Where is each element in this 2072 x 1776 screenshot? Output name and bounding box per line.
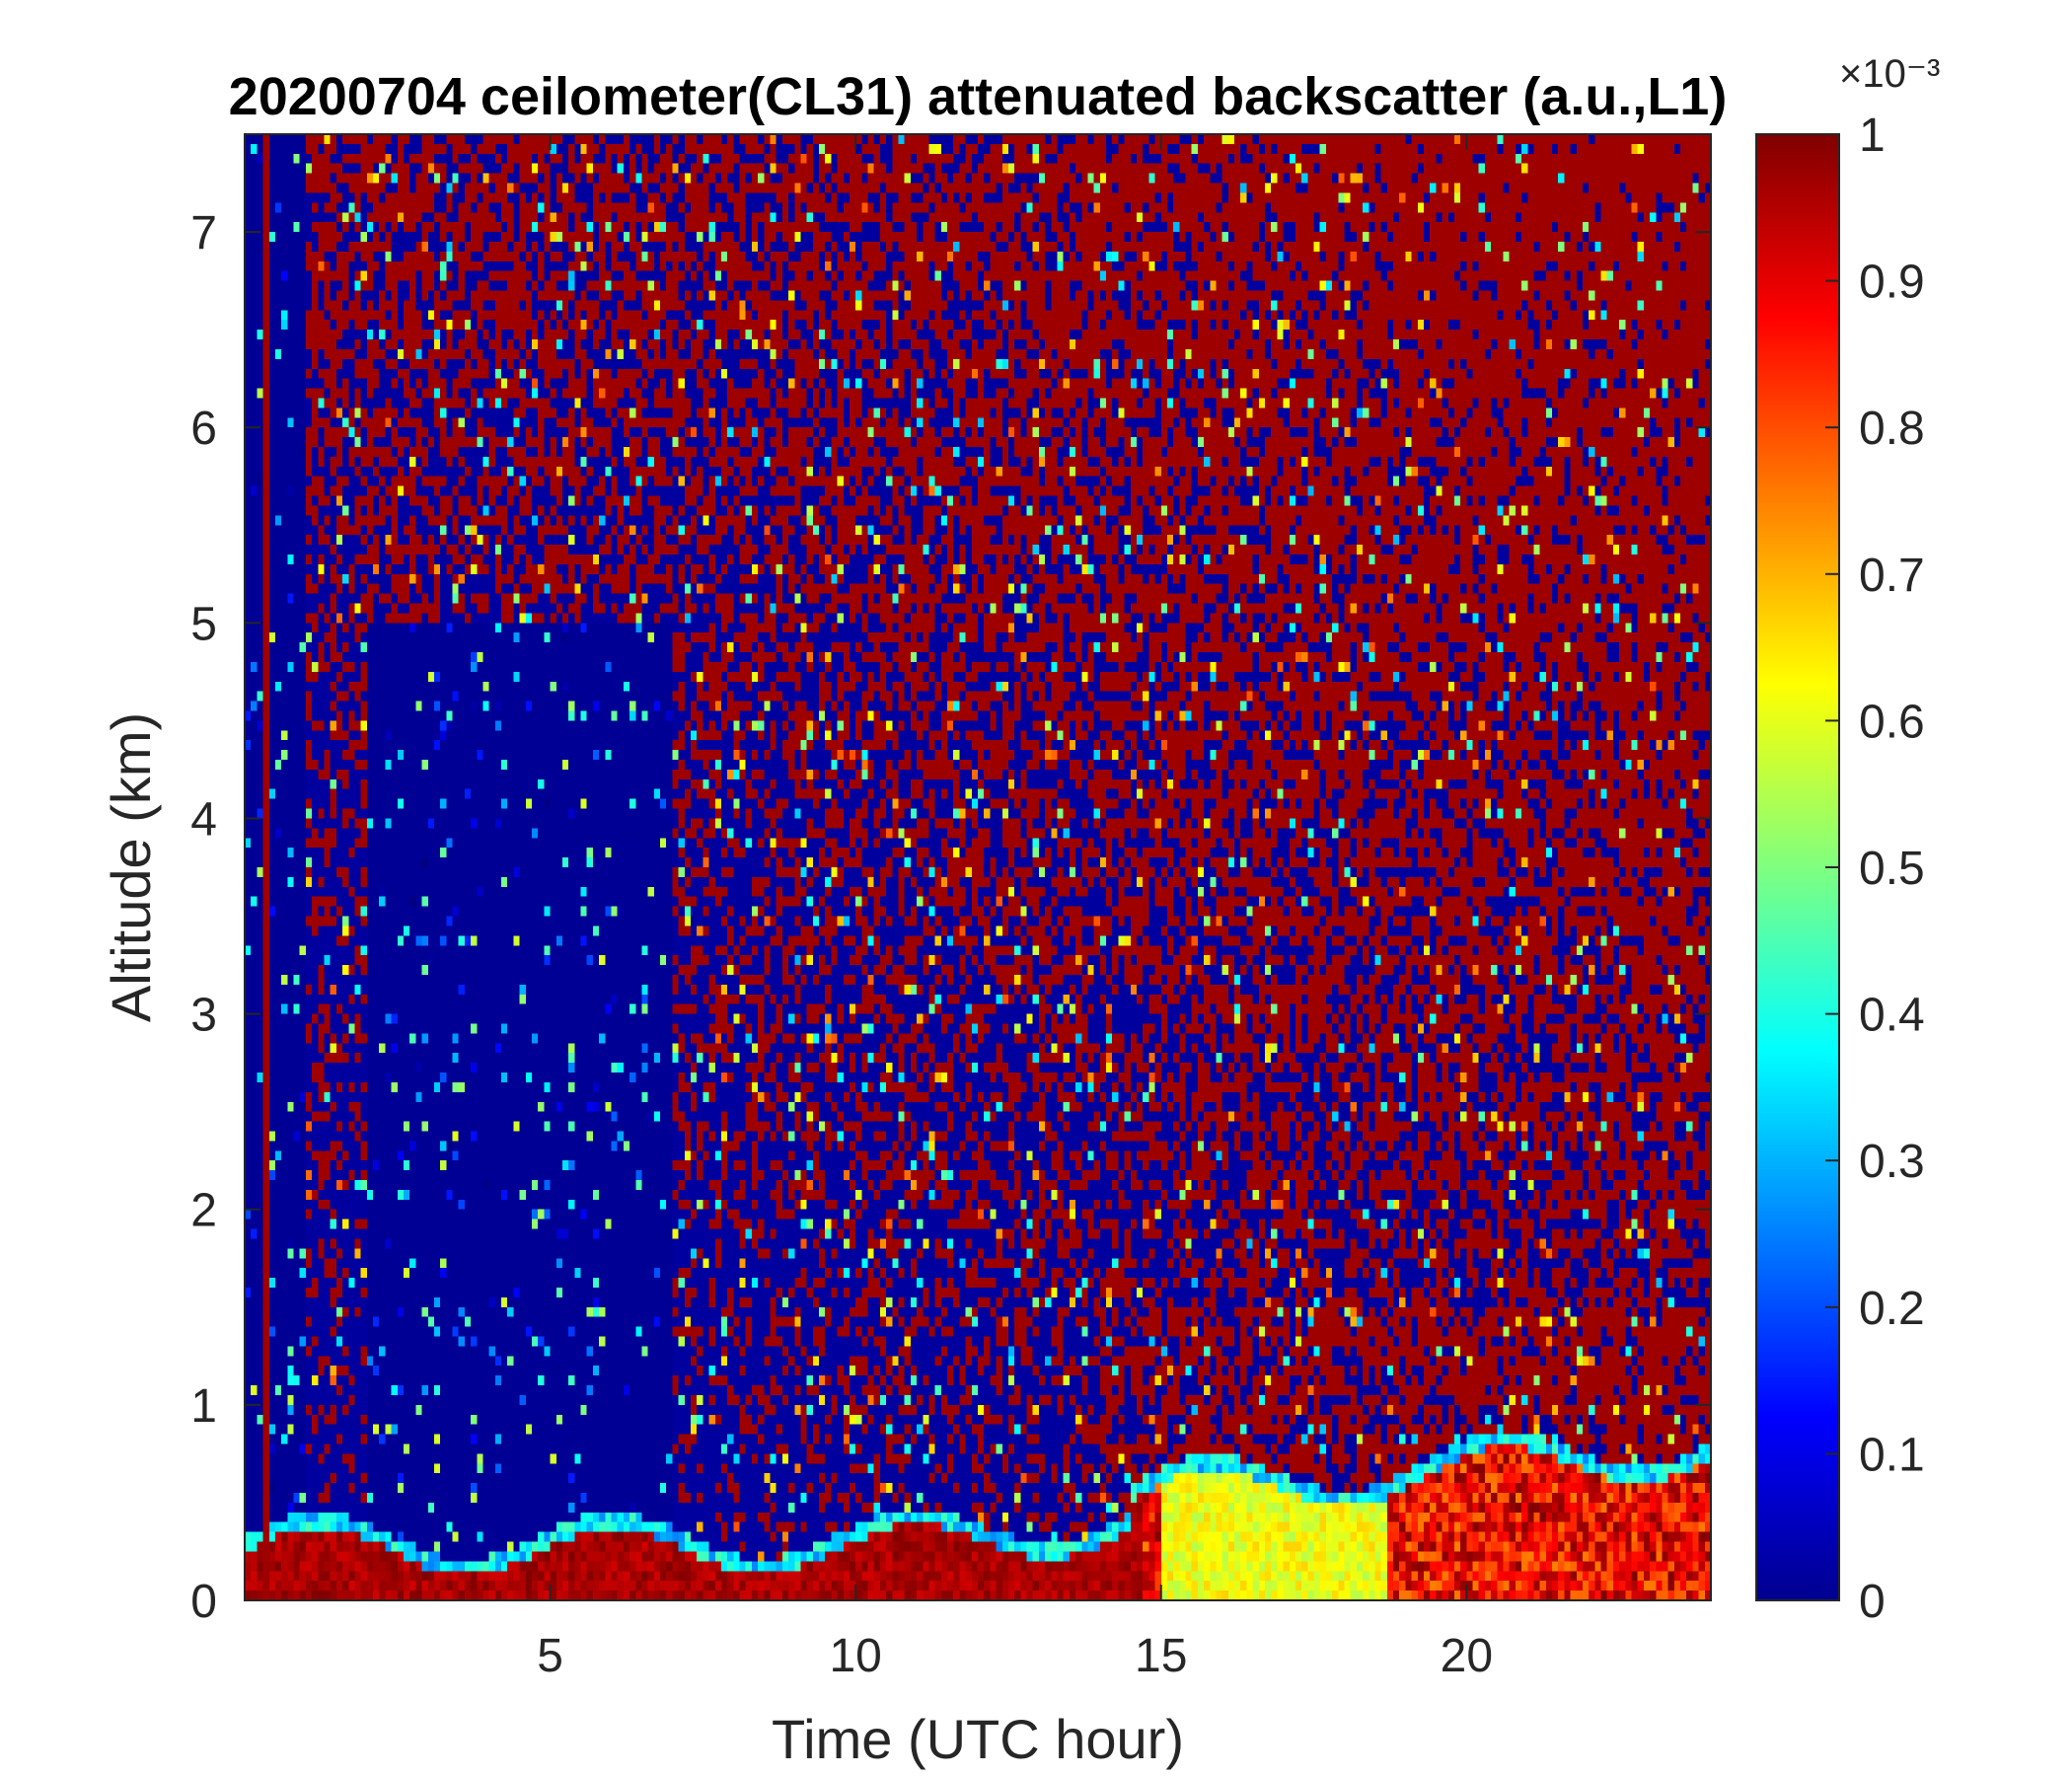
y-tick-label: 7 (190, 207, 217, 259)
colorbar-tick-label: 0.6 (1859, 696, 1925, 748)
y-tick-label: 1 (190, 1380, 217, 1433)
y-tick-label: 2 (190, 1185, 217, 1237)
plot-frame (244, 133, 1712, 1601)
colorbar-tick-label: 0.9 (1859, 257, 1925, 309)
y-tick-label: 0 (190, 1576, 217, 1628)
x-tick-label: 15 (1135, 1630, 1187, 1682)
x-tick-label: 5 (537, 1630, 563, 1682)
colorbar-exponent-label: ×10⁻³ (1839, 52, 1940, 96)
colorbar-tick-label: 1 (1859, 110, 1886, 162)
y-tick-label: 3 (190, 990, 217, 1042)
colorbar-tick-label: 0.4 (1859, 990, 1925, 1042)
y-tick-label: 6 (190, 403, 217, 455)
colorbar-tick-label: 0.3 (1859, 1136, 1925, 1188)
colorbar-tick-label: 0.2 (1859, 1283, 1925, 1335)
x-axis-label: Time (UTC hour) (772, 1708, 1184, 1770)
plot-axes: 5 10 15 20 0 1 2 3 4 5 6 7 (190, 133, 1712, 1682)
chart-title: 20200704 ceilometer(CL31) attenuated bac… (229, 67, 1728, 126)
colorbar-tick-label: 0.5 (1859, 843, 1925, 895)
colorbar-tick-label: 0.1 (1859, 1429, 1925, 1481)
y-tick-label: 4 (190, 793, 217, 846)
colorbar-tick-label: 0.8 (1859, 403, 1925, 455)
heatmap-image (245, 134, 1711, 1600)
colorbar-tick-label: 0 (1859, 1576, 1886, 1628)
x-tick-label: 20 (1441, 1630, 1493, 1682)
colorbar-tick-label: 0.7 (1859, 550, 1925, 602)
y-tick-label: 5 (190, 598, 217, 650)
x-tick-label: 10 (829, 1630, 881, 1682)
y-axis-label: Altitude (km) (100, 712, 162, 1022)
colorbar-ticks: 0 0.1 0.2 0.3 0.4 0.5 0.6 0.7 0.8 0.9 1 (1825, 110, 1925, 1628)
